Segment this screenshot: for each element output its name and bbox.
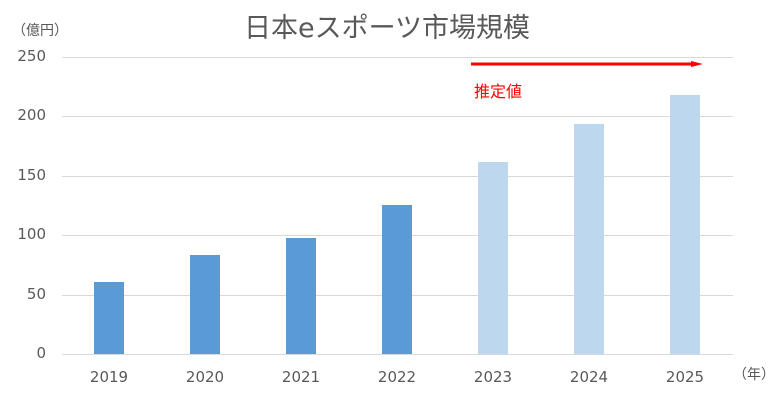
gridline — [62, 176, 733, 177]
plot-area — [62, 57, 733, 355]
y-tick-label: 0 — [36, 344, 46, 362]
bar-2023 — [478, 162, 508, 354]
x-tick-label: 2022 — [377, 368, 417, 386]
x-tick-label: 2019 — [89, 368, 129, 386]
y-tick-label: 100 — [17, 225, 46, 244]
x-tick-label: 2025 — [665, 368, 705, 386]
x-tick-label: 2020 — [185, 368, 225, 386]
x-tick-label: 2023 — [473, 368, 513, 386]
chart-title: 日本eスポーツ市場規模 — [243, 13, 531, 44]
y-tick-label: 150 — [17, 165, 46, 184]
y-tick-label: 200 — [17, 106, 46, 125]
bar-2021 — [286, 238, 316, 354]
estimate-label: 推定値 — [474, 82, 523, 101]
y-tick-label: 50 — [26, 284, 46, 303]
gridline — [62, 354, 733, 355]
bar-2020 — [190, 255, 220, 354]
bar-2024 — [574, 124, 604, 354]
x-tick-label: 2024 — [569, 368, 609, 386]
gridline — [62, 57, 733, 58]
x-tick-label: 2021 — [281, 368, 321, 386]
x-axis-unit: （年） — [733, 367, 774, 383]
y-tick-label: 250 — [17, 47, 46, 65]
bar-2019 — [94, 282, 124, 354]
y-axis-unit: （億円） — [12, 23, 68, 39]
gridline — [62, 116, 733, 117]
bar-2022 — [382, 205, 412, 354]
estimate-arrow-icon — [471, 61, 703, 67]
bar-2025 — [670, 95, 700, 354]
